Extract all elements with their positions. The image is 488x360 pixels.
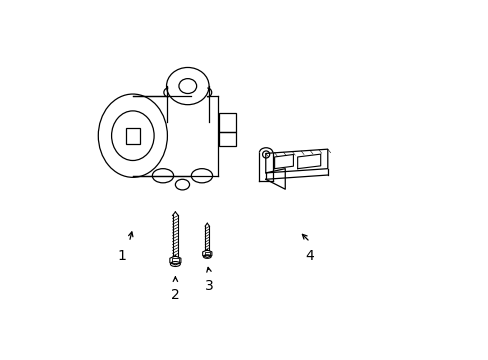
Bar: [219, 132, 236, 146]
Bar: [125, 127, 140, 144]
Text: 2: 2: [171, 288, 180, 302]
Text: 3: 3: [204, 279, 213, 293]
Bar: [219, 113, 236, 132]
Text: 4: 4: [305, 249, 314, 263]
Text: 1: 1: [118, 249, 126, 263]
